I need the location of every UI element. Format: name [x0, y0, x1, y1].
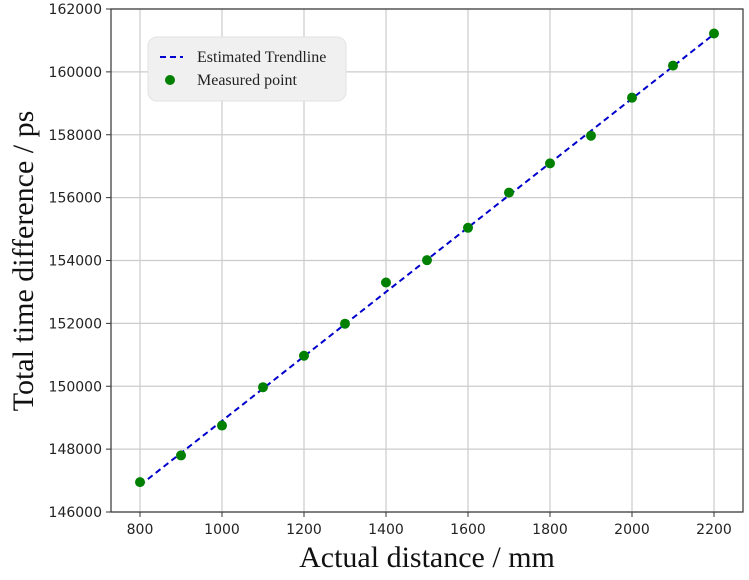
- y-tick-label: 158000: [49, 128, 102, 144]
- x-tick-label: 1000: [204, 522, 240, 538]
- measured-point: [627, 92, 637, 103]
- measured-point: [135, 477, 145, 488]
- measured-point: [340, 318, 350, 329]
- axis-ticks: 800 1000 1200 1400 1600 1800 2000 2200 146000 148…: [49, 2, 732, 538]
- measured-point: [586, 130, 596, 141]
- measured-point: [709, 28, 719, 39]
- x-tick-label: 1200: [286, 522, 322, 538]
- data-series: [135, 28, 719, 488]
- x-tick-label: 1600: [450, 522, 486, 538]
- measured-point: [176, 450, 186, 461]
- x-tick-label: 800: [127, 522, 154, 538]
- x-tick-label: 1400: [368, 522, 404, 538]
- x-tick-label: 2000: [614, 522, 650, 538]
- measured-point: [299, 350, 309, 361]
- legend-label-measured: Measured point: [197, 72, 298, 89]
- measured-point: [668, 60, 678, 71]
- measured-point: [545, 158, 555, 169]
- y-tick-label: 152000: [49, 316, 102, 332]
- y-tick-label: 162000: [49, 2, 102, 18]
- y-tick-label: 156000: [49, 191, 102, 207]
- legend-box: [147, 36, 347, 102]
- y-tick-label: 146000: [49, 505, 102, 521]
- y-axis-title: Total time difference / ps: [7, 111, 40, 412]
- x-tick-label: 1800: [532, 522, 568, 538]
- y-tick-label: 160000: [49, 65, 102, 81]
- measured-point: [422, 255, 432, 266]
- y-tick-label: 148000: [49, 442, 102, 458]
- legend: Estimated Trendline Measured point: [147, 36, 347, 102]
- legend-label-trendline: Estimated Trendline: [197, 49, 326, 66]
- measured-point: [463, 222, 473, 233]
- x-axis-title: Actual distance / mm: [299, 541, 555, 574]
- measured-point: [504, 187, 514, 198]
- y-tick-label: 154000: [49, 254, 102, 270]
- x-tick-label: 2200: [696, 522, 732, 538]
- measured-point: [217, 420, 227, 431]
- measured-point: [258, 382, 268, 393]
- y-tick-label: 150000: [49, 379, 102, 395]
- legend-circle-marker-icon: [165, 75, 175, 85]
- measured-point: [381, 277, 391, 288]
